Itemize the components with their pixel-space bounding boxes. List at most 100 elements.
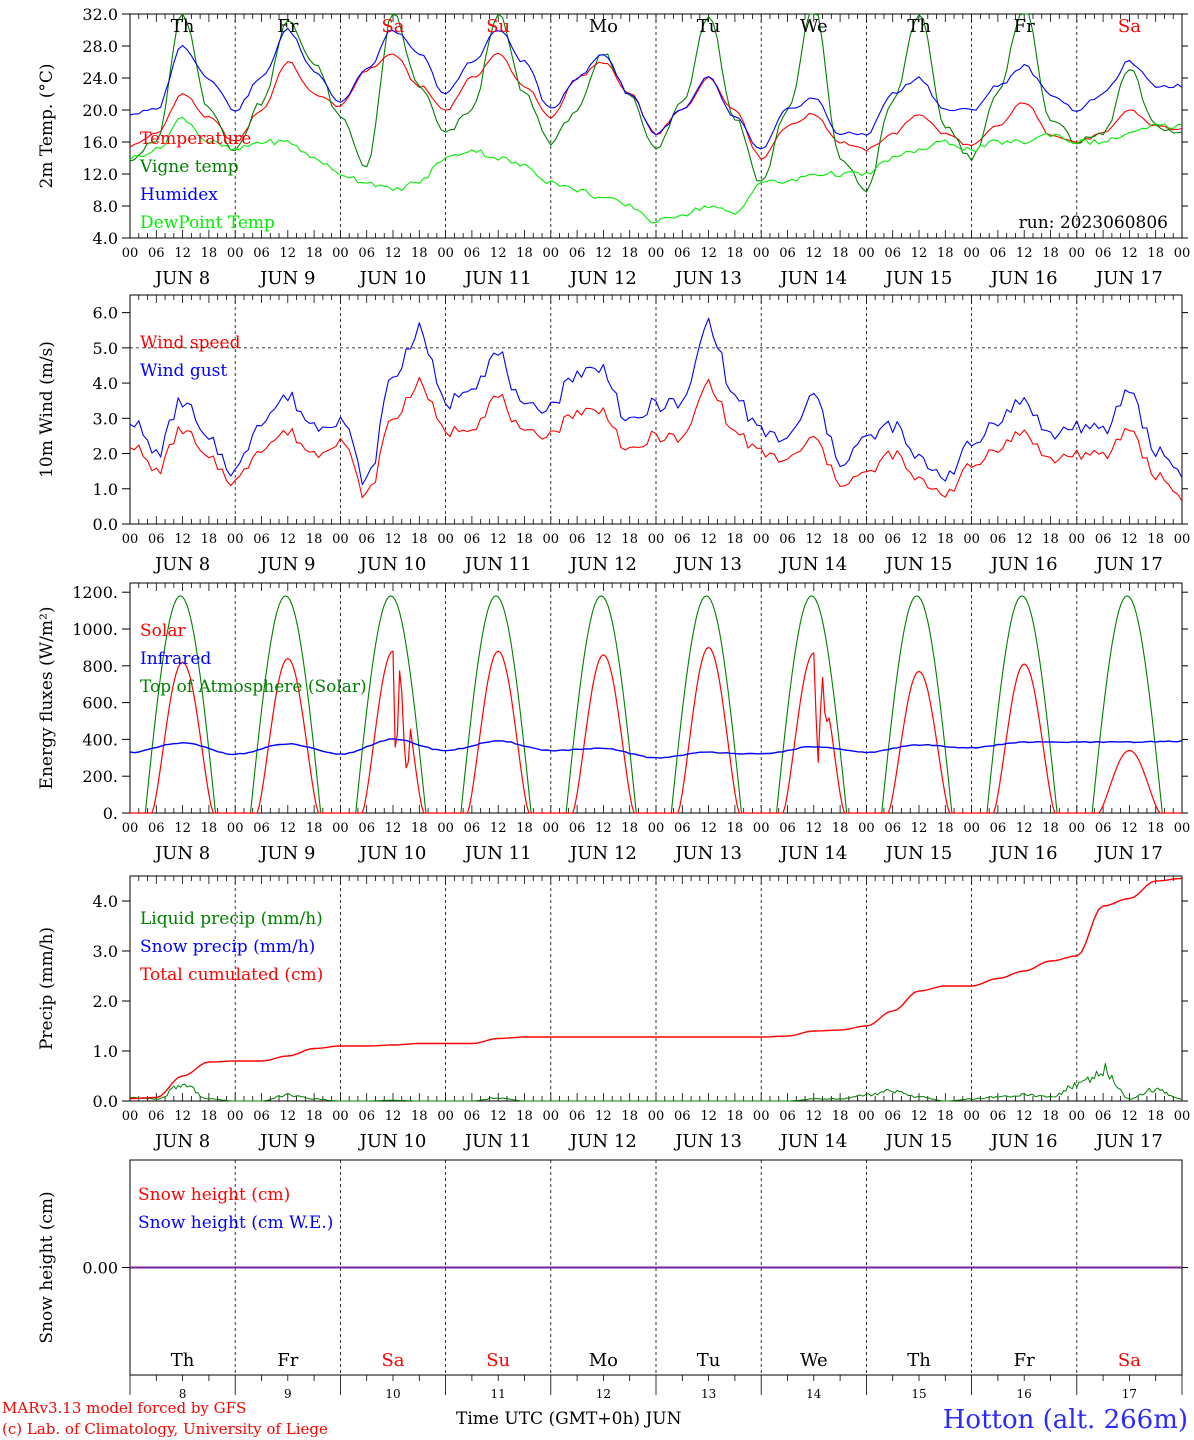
- day-number-label: 11: [491, 1387, 506, 1401]
- date-label: JUN 16: [989, 554, 1058, 575]
- y-tick-label: 0.: [103, 804, 118, 823]
- y-axis-title: Precip (mm/h): [37, 927, 57, 1050]
- y-tick-label: 2.0: [93, 992, 118, 1011]
- hour-label: 18: [832, 246, 849, 261]
- y-tick-label: 1.0: [93, 1042, 118, 1061]
- weekday-label: Th: [907, 16, 931, 37]
- hour-label: 00: [437, 532, 454, 547]
- hour-label: 06: [674, 821, 691, 836]
- hour-label: 18: [937, 532, 954, 547]
- hour-label: 00: [753, 246, 770, 261]
- weekday-label: Fr: [277, 1350, 298, 1371]
- hour-label: 12: [595, 532, 612, 547]
- hour-label: 18: [937, 1109, 954, 1124]
- hour-label: 12: [1016, 532, 1033, 547]
- hour-label: 00: [227, 1109, 244, 1124]
- hour-label: 00: [753, 532, 770, 547]
- date-label: JUN 9: [258, 268, 315, 289]
- hour-label: 12: [911, 821, 928, 836]
- legend-temperature: Temperature: [140, 129, 251, 149]
- hour-label: 18: [937, 246, 954, 261]
- hour-label: 06: [253, 821, 270, 836]
- hour-label: 12: [490, 532, 507, 547]
- hour-label: 18: [306, 1109, 323, 1124]
- hour-label: 00: [1174, 246, 1191, 261]
- hour-label: 12: [490, 1109, 507, 1124]
- hour-label: 06: [148, 821, 165, 836]
- date-label: JUN 12: [568, 554, 637, 575]
- hour-label: 00: [122, 821, 139, 836]
- y-tick-label: 5.0: [93, 339, 118, 358]
- hour-label: 12: [174, 821, 191, 836]
- hour-label: 00: [963, 1109, 980, 1124]
- y-tick-label: 200.: [82, 767, 118, 786]
- hour-label: 18: [832, 532, 849, 547]
- hour-label: 00: [1174, 821, 1191, 836]
- weekday-label: Tu: [697, 1350, 721, 1371]
- weekday-label: Tu: [697, 16, 721, 37]
- y-tick-label: 0.0: [93, 1092, 118, 1111]
- hour-label: 18: [1042, 1109, 1059, 1124]
- y-tick-label: 4.0: [93, 374, 118, 393]
- legend-solar: Solar: [140, 621, 186, 641]
- legend-snow-height-cm-w-e-: Snow height (cm W.E.): [138, 1213, 333, 1233]
- hour-label: 12: [385, 532, 402, 547]
- hour-label: 18: [516, 1109, 533, 1124]
- hour-label: 00: [1069, 821, 1086, 836]
- weekday-label: Fr: [277, 16, 298, 37]
- date-label: JUN 16: [989, 1131, 1058, 1152]
- y-tick-label: 2.0: [93, 445, 118, 464]
- y-tick-label: 1200.: [72, 583, 118, 602]
- hour-label: 12: [280, 532, 297, 547]
- date-label: JUN 11: [463, 554, 532, 575]
- date-label: JUN 13: [673, 1131, 742, 1152]
- hour-label: 06: [990, 1109, 1007, 1124]
- date-label: JUN 15: [884, 268, 953, 289]
- legend-wind-gust: Wind gust: [140, 361, 227, 381]
- hour-label: 06: [358, 532, 375, 547]
- series-line-wind-speed: [129, 376, 1183, 502]
- hour-label: 12: [700, 532, 717, 547]
- weekday-label: Sa: [1118, 16, 1141, 37]
- hour-label: 06: [569, 821, 586, 836]
- hour-label: 12: [700, 1109, 717, 1124]
- hour-label: 12: [174, 246, 191, 261]
- hour-label: 06: [1095, 1109, 1112, 1124]
- date-label: JUN 12: [568, 843, 637, 864]
- hour-label: 00: [437, 1109, 454, 1124]
- date-label: JUN 8: [153, 1131, 210, 1152]
- hour-label: 06: [779, 532, 796, 547]
- date-label: JUN 9: [258, 1131, 315, 1152]
- hour-label: 00: [227, 821, 244, 836]
- hour-label: 06: [674, 246, 691, 261]
- series-line-solar: [130, 646, 1182, 814]
- hour-label: 00: [1174, 532, 1191, 547]
- weekday-label: Fr: [1014, 16, 1035, 37]
- hour-label: 18: [306, 821, 323, 836]
- hour-label: 18: [1147, 246, 1164, 261]
- hour-label: 18: [411, 532, 428, 547]
- legend-vigne-temp: Vigne temp: [139, 157, 239, 177]
- hour-label: 12: [806, 1109, 823, 1124]
- hour-label: 06: [990, 821, 1007, 836]
- y-tick-label: 3.0: [93, 409, 118, 428]
- weekday-label: We: [800, 16, 828, 37]
- hour-label: 12: [1016, 246, 1033, 261]
- date-label: JUN 14: [778, 268, 847, 289]
- hour-label: 18: [621, 821, 638, 836]
- hour-label: 00: [858, 246, 875, 261]
- hour-label: 18: [727, 532, 744, 547]
- hour-label: 12: [806, 532, 823, 547]
- hour-label: 06: [990, 246, 1007, 261]
- date-label: JUN 8: [153, 268, 210, 289]
- hour-label: 06: [779, 821, 796, 836]
- hour-label: 18: [201, 821, 218, 836]
- date-label: JUN 14: [778, 843, 847, 864]
- hour-label: 00: [858, 1109, 875, 1124]
- hour-label: 18: [411, 246, 428, 261]
- y-tick-label: 4.0: [93, 892, 118, 911]
- hour-label: 18: [201, 246, 218, 261]
- hour-label: 12: [280, 1109, 297, 1124]
- day-number-label: 13: [701, 1387, 716, 1401]
- hour-label: 12: [1121, 532, 1138, 547]
